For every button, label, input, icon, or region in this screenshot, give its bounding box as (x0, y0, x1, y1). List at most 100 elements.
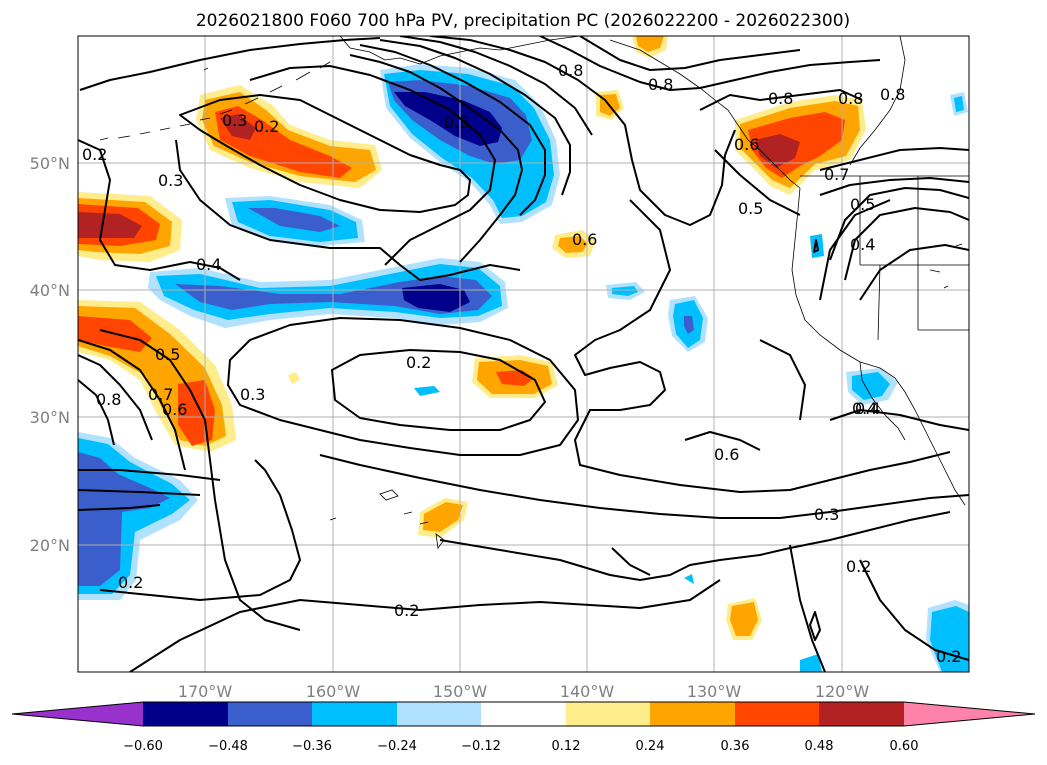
precip-shading (78, 36, 969, 672)
contour-label: 0.8 (768, 89, 793, 108)
contour-label: 0.2 (846, 557, 871, 576)
latitude-ticks: 50°N 40°N 30°N 20°N (30, 154, 70, 555)
colorbar-segment (397, 702, 481, 726)
contour-label: 0.3 (222, 111, 247, 130)
hawaiian-islands (329, 489, 445, 550)
pv-contour (789, 544, 826, 672)
colorbar-segment (819, 702, 904, 726)
contour-label: 0.2 (394, 601, 419, 620)
colorbar-tick-label: −0.12 (461, 739, 501, 754)
colorbar-tick-label: −0.48 (208, 739, 248, 754)
baja-california (859, 361, 906, 441)
pv-contour (819, 147, 969, 171)
precip-negative-area (78, 452, 170, 586)
colorbar-tick-label: −0.24 (377, 739, 417, 754)
longitude-ticks: 170°W 160°W 150°W 140°W 130°W 120°W (178, 682, 870, 701)
precip-negative-area (414, 386, 440, 396)
precip-negative-area (684, 574, 694, 584)
pv-contour (227, 317, 579, 456)
precip-negative-area (684, 316, 694, 334)
colorbar-segment (228, 702, 312, 726)
colorbar-tick-label: 0.12 (552, 739, 581, 754)
contour-label: 0.6 (734, 135, 759, 154)
pv-contour (829, 187, 969, 261)
pv-contour (429, 36, 736, 226)
precip-positive-area (755, 134, 800, 168)
pv-contour (359, 44, 546, 216)
map-frame (77, 35, 970, 673)
pv-contour (574, 199, 951, 493)
pv-contour (539, 36, 881, 91)
colorbar: −0.60 −0.48 −0.36 −0.24 −0.12 0.12 0.24 … (11, 701, 1036, 754)
pv-contour (439, 511, 951, 581)
pv-contour (179, 94, 471, 213)
colorbar-extend-high (904, 702, 1035, 726)
precip-negative-area (800, 654, 822, 672)
pv-contour (175, 139, 521, 281)
precip-positive-area (423, 502, 463, 532)
colorbar-segment (650, 702, 735, 726)
colorbar-segment (312, 702, 397, 726)
coastlines (99, 36, 969, 550)
colorbar-tick-label: −0.36 (292, 739, 332, 754)
pv-contour (99, 329, 301, 631)
contour-label: 0.6 (162, 400, 187, 419)
lat-tick-label: 50°N (30, 154, 70, 173)
colorbar-extend-low (12, 702, 143, 726)
colorbar-segment (143, 702, 228, 726)
precip-negative-area (930, 606, 969, 672)
pv-contour (319, 454, 969, 519)
precip-negative-area (394, 92, 502, 146)
lon-tick-label: 140°W (560, 682, 615, 701)
precip-negative-area (248, 208, 340, 232)
contour-label: 0.8 (648, 75, 673, 94)
pv-contour (699, 89, 863, 111)
colorbar-outline (11, 701, 1036, 727)
lon-tick-label: 120°W (815, 682, 870, 701)
contour-labels: 0.3 0.2 0.5 0.8 0.8 0.8 0.8 0.2 0.3 0.4 … (82, 61, 961, 666)
precip-positive-area (558, 236, 588, 253)
colorbar-segment (481, 702, 566, 726)
contour-label: 0.6 (572, 230, 597, 249)
lon-tick-label: 130°W (687, 682, 742, 701)
precip-positive-area (78, 212, 142, 238)
colorbar-tick-label: 0.60 (890, 739, 919, 754)
colorbar-tick-label: 0.48 (805, 739, 834, 754)
pv-contour (78, 469, 221, 481)
contour-label: 0.8 (838, 89, 863, 108)
pv-contour (611, 547, 651, 576)
aleutian-islands (99, 61, 331, 141)
alaska-coastline (339, 36, 581, 65)
lon-tick-label: 170°W (178, 682, 233, 701)
map-panel: 0.3 0.2 0.5 0.8 0.8 0.8 0.8 0.2 0.3 0.4 … (78, 36, 969, 672)
contour-label: 0.5 (738, 199, 763, 218)
contour-label: 0.2 (406, 353, 431, 372)
pv-contour (249, 65, 496, 266)
contour-label: 0.2 (936, 647, 961, 666)
contour-label: 0.2 (118, 573, 143, 592)
colorbar-segment (566, 702, 650, 726)
contour-label: 0.2 (82, 145, 107, 164)
contour-label: 0.4 (852, 399, 877, 418)
contour-label: 0.3 (158, 171, 183, 190)
pv-contour (759, 339, 806, 421)
precip-negative-area (612, 286, 638, 296)
alaska-panhandle-coast (609, 39, 801, 189)
pv-contour (78, 139, 241, 281)
contour-label: 0.4 (855, 399, 880, 418)
lon-tick-label: 160°W (306, 682, 361, 701)
pv-contour (78, 489, 201, 496)
colorbar-segment (735, 702, 819, 726)
pv-contour (379, 39, 571, 196)
pv-contour (78, 339, 186, 471)
contour-label: 0.8 (96, 390, 121, 409)
pv-contour (399, 36, 593, 136)
lon-tick-label: 150°W (433, 682, 488, 701)
lat-tick-label: 40°N (30, 281, 70, 300)
pv-contour (331, 349, 546, 431)
contour-label: 0.7 (824, 165, 849, 184)
small-islands (203, 67, 963, 289)
pv-contour (129, 579, 721, 672)
contour-label: 0.7 (148, 385, 173, 404)
us-west-coast (791, 187, 966, 506)
